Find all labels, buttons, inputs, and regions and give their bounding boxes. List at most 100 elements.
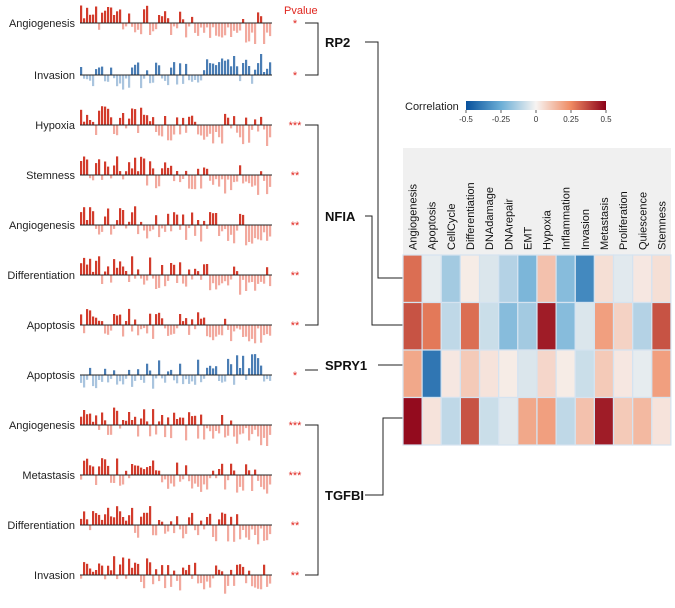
enrichment-bar bbox=[164, 162, 167, 175]
enrichment-bar bbox=[80, 575, 83, 579]
enrichment-bar bbox=[176, 275, 179, 283]
enrichment-bar bbox=[197, 23, 200, 36]
heatmap-column-label: Differentiation bbox=[465, 182, 477, 250]
enrichment-bar bbox=[194, 375, 197, 385]
enrichment-bar bbox=[107, 108, 110, 125]
enrichment-bar bbox=[173, 570, 176, 575]
enrichment-bar bbox=[116, 125, 119, 136]
enrichment-bar bbox=[182, 75, 185, 84]
enrichment-bar bbox=[248, 325, 251, 342]
enrichment-bar bbox=[95, 513, 98, 525]
enrichment-bar bbox=[209, 513, 212, 525]
enrichment-bar bbox=[188, 75, 191, 81]
enrichment-bar bbox=[191, 175, 194, 190]
enrichment-bar bbox=[215, 325, 218, 337]
heatmap-cell bbox=[536, 396, 557, 446]
enrichment-bar bbox=[245, 175, 248, 182]
enrichment-bar bbox=[182, 475, 185, 480]
enrichment-bar bbox=[221, 415, 224, 425]
enrichment-bar bbox=[143, 575, 146, 589]
enrichment-bar bbox=[122, 175, 125, 180]
heatmap-column-label: Metastasis bbox=[599, 197, 611, 250]
enrichment-bar bbox=[116, 156, 119, 175]
enrichment-bar bbox=[95, 6, 98, 23]
enrichment-bar bbox=[203, 575, 206, 590]
enrichment-bar bbox=[266, 575, 269, 587]
enrichment-bar bbox=[113, 407, 116, 425]
enrichment-bar bbox=[86, 159, 89, 175]
enrichment-bar bbox=[134, 157, 137, 175]
enrichment-bar bbox=[248, 470, 251, 475]
enrichment-bar bbox=[104, 216, 107, 225]
enrichment-bar bbox=[170, 475, 173, 484]
enrichment-bar bbox=[221, 23, 224, 38]
enrichment-bar bbox=[122, 23, 125, 30]
enrichment-bar bbox=[152, 575, 155, 585]
enrichment-bar bbox=[209, 425, 212, 432]
enrichment-bar bbox=[215, 175, 218, 180]
enrichment-bar bbox=[152, 409, 155, 425]
enrichment-bar bbox=[164, 116, 167, 125]
enrichment-bar bbox=[227, 525, 230, 542]
enrichment-bar bbox=[140, 467, 143, 475]
enrichment-bar bbox=[101, 375, 104, 382]
heatmap-cell bbox=[498, 301, 519, 351]
enrichment-bar bbox=[251, 425, 254, 435]
enrichment-bar bbox=[161, 415, 164, 425]
enrichment-bar bbox=[185, 225, 188, 240]
enrichment-bar bbox=[185, 375, 188, 380]
enrichment-bar bbox=[263, 225, 266, 233]
enrichment-bar bbox=[173, 375, 176, 381]
enrichment-bar bbox=[248, 525, 251, 540]
enrichment-bar bbox=[104, 420, 107, 425]
enrichment-bar bbox=[113, 314, 116, 325]
enrichment-bar bbox=[164, 75, 167, 81]
heatmap-cell bbox=[459, 349, 481, 399]
enrichment-bar bbox=[134, 206, 137, 225]
enrichment-bar bbox=[86, 75, 89, 80]
enrichment-bar bbox=[107, 325, 110, 335]
enrichment-bar bbox=[116, 75, 119, 87]
enrichment-bar bbox=[89, 207, 92, 225]
enrichment-bar bbox=[263, 325, 266, 336]
enrichment-bar bbox=[149, 313, 152, 325]
heatmap-cell bbox=[612, 254, 634, 304]
enrichment-bar bbox=[263, 375, 266, 382]
enrichment-bar bbox=[224, 175, 227, 194]
enrichment-bar bbox=[161, 265, 164, 275]
enrichment-bar bbox=[152, 117, 155, 125]
heatmap-cell bbox=[479, 301, 500, 351]
enrichment-bar bbox=[245, 225, 248, 246]
enrichment-bar bbox=[161, 16, 164, 23]
enrichment-bar bbox=[260, 54, 263, 75]
enrichment-bar bbox=[269, 575, 272, 584]
enrichment-bar bbox=[179, 475, 182, 482]
enrichment-bar bbox=[230, 516, 233, 525]
enrichment-bar bbox=[107, 208, 110, 225]
enrichment-bar bbox=[266, 267, 269, 275]
heatmap-cell bbox=[459, 396, 481, 446]
enrichment-bar bbox=[239, 23, 242, 31]
enrichment-bar bbox=[134, 416, 137, 425]
enrichment-bar bbox=[197, 425, 200, 439]
enrichment-bar bbox=[164, 525, 167, 534]
enrichment-bar bbox=[164, 375, 167, 383]
enrichment-bar bbox=[155, 525, 158, 536]
enrichment-bar bbox=[182, 275, 185, 284]
enrichment-bar bbox=[86, 114, 89, 125]
enrichment-bar bbox=[254, 525, 257, 535]
enrichment-bar bbox=[119, 171, 122, 175]
enrichment-bar bbox=[206, 425, 209, 429]
enrichment-bar bbox=[182, 525, 185, 539]
enrichment-bar bbox=[230, 225, 233, 235]
enrichment-bar bbox=[83, 511, 86, 525]
enrichment-plot: Invasion * bbox=[34, 54, 298, 90]
enrichment-bar bbox=[242, 19, 245, 23]
enrichment-bar bbox=[251, 575, 254, 587]
heatmap-cell bbox=[536, 349, 557, 399]
enrichment-bar bbox=[239, 325, 242, 330]
pvalue-stars: *** bbox=[289, 470, 303, 482]
enrichment-bar bbox=[269, 375, 272, 381]
enrichment-bar bbox=[203, 525, 206, 530]
enrichment-bar bbox=[158, 125, 161, 136]
